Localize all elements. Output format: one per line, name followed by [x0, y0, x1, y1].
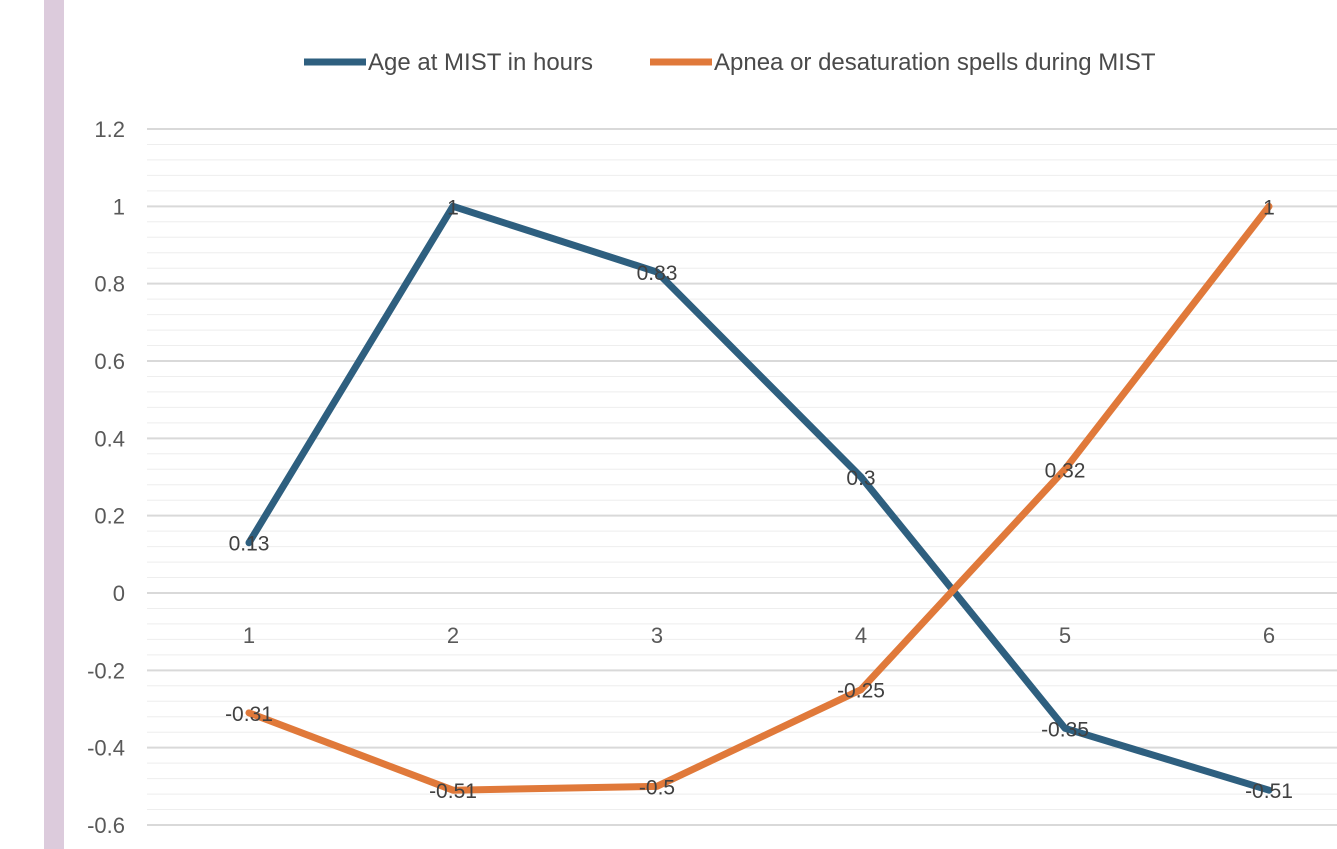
x-tick-label: 3	[651, 623, 663, 648]
x-axis-tick-labels: 1 2 3 4 5 6	[243, 623, 1275, 648]
data-label-apnea: 1	[1263, 196, 1275, 219]
y-tick-label: 0.8	[94, 272, 125, 297]
y-tick-label: -0.6	[87, 813, 125, 838]
x-tick-label: 1	[243, 623, 255, 648]
data-label-age: 1	[447, 196, 459, 219]
data-label-age: -0.35	[1041, 718, 1089, 741]
left-accent-strip	[44, 0, 64, 849]
y-axis-tick-labels: 1.2 1 0.8 0.6 0.4 0.2 0 -0.2 -0.4 -0.6	[87, 117, 125, 838]
data-labels: 0.13 1 0.83 0.3 -0.35 -0.51 -0.31 -0.51 -0.5 -0.2…	[225, 196, 1293, 803]
y-tick-label: -0.2	[87, 658, 125, 683]
y-tick-label: 0.4	[94, 426, 125, 451]
y-tick-label: 1	[113, 194, 125, 219]
data-label-age: 0.13	[229, 533, 270, 556]
series-line-apnea	[245, 202, 1273, 794]
data-label-apnea: -0.31	[225, 703, 273, 726]
y-tick-label: 0.6	[94, 349, 125, 374]
x-tick-label: 5	[1059, 623, 1071, 648]
series-lines	[245, 202, 1273, 794]
data-label-age: 0.83	[637, 262, 678, 285]
data-label-apnea: -0.51	[429, 780, 477, 803]
data-label-age: 0.3	[846, 467, 875, 490]
legend-label-age: Age at MIST in hours	[368, 49, 593, 76]
major-gridlines	[147, 128, 1337, 826]
data-label-age: -0.51	[1245, 780, 1293, 803]
data-label-apnea: -0.5	[639, 776, 675, 799]
x-tick-label: 4	[855, 623, 867, 648]
y-tick-label: 1.2	[94, 117, 125, 142]
y-tick-label: 0.2	[94, 504, 125, 529]
x-tick-label: 6	[1263, 623, 1275, 648]
x-tick-label: 2	[447, 623, 459, 648]
legend: Age at MIST in hours Apnea or desaturati…	[304, 49, 1156, 76]
data-label-apnea: 0.32	[1045, 459, 1086, 482]
series-line-age	[245, 202, 1273, 794]
legend-label-apnea: Apnea or desaturation spells during MIST	[714, 49, 1156, 76]
y-tick-label: -0.4	[87, 736, 125, 761]
data-label-apnea: -0.25	[837, 680, 885, 703]
minor-gridlines	[147, 143, 1337, 811]
y-tick-label: 0	[113, 581, 125, 606]
